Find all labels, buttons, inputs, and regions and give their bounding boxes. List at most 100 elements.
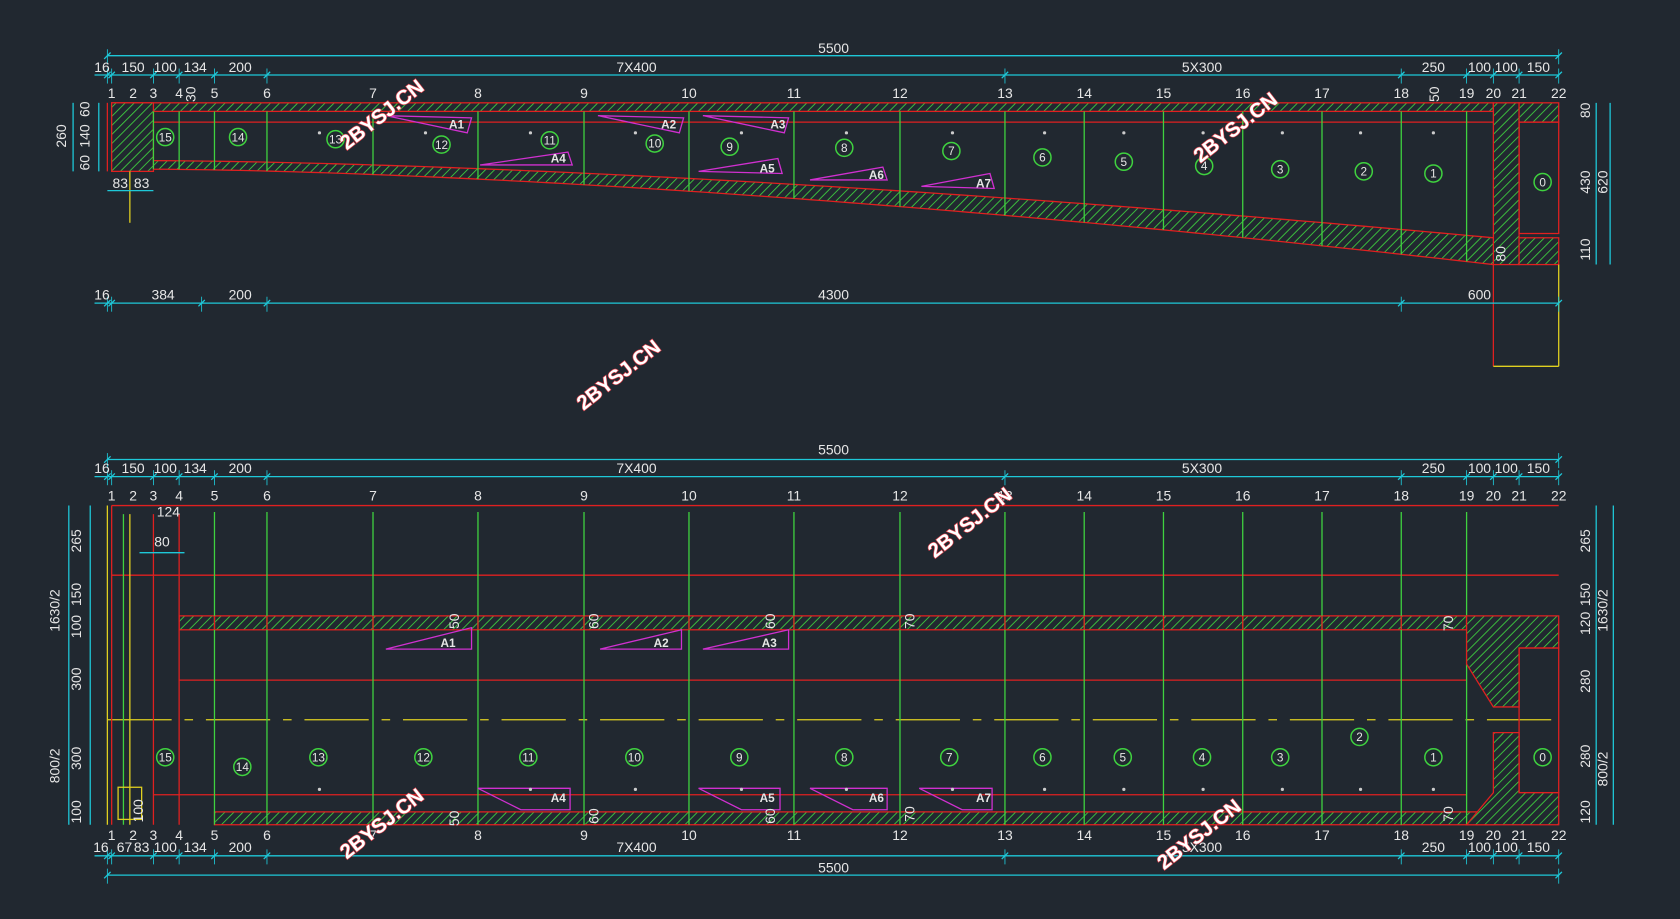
station-label: 12 [892, 488, 908, 504]
bolt-hole [1042, 131, 1047, 135]
cell-number: 14 [236, 761, 250, 774]
dimension-label: 83 [134, 175, 150, 191]
bolt-hole [317, 131, 322, 135]
cell-marker [1533, 172, 1552, 192]
end-block [1492, 102, 1520, 266]
station-label: 6 [263, 827, 271, 843]
cell-number: 6 [1039, 751, 1046, 764]
bolt-hole [1122, 787, 1126, 792]
stiffener-plate [385, 626, 473, 650]
cell-marker [1033, 148, 1052, 167]
dimension-label: 60 [77, 155, 93, 171]
dimension-label: 250 [1422, 460, 1445, 476]
station-label: 14 [1076, 827, 1092, 843]
cell-number: 0 [1539, 751, 1546, 764]
station-label: 16 [1235, 827, 1251, 843]
dimension-label: 100 [1495, 59, 1518, 75]
end-block [1518, 102, 1560, 123]
dimension-label: 70 [901, 806, 917, 822]
station-label: 5 [211, 827, 219, 843]
bolt-hole [1042, 787, 1047, 792]
station-label: 10 [681, 488, 697, 504]
cell-marker [834, 747, 854, 767]
dimension-label: 134 [184, 59, 207, 75]
cell-number: 3 [1277, 751, 1284, 764]
cell-number: 7 [948, 145, 955, 158]
dimension-label: 50 [446, 810, 462, 826]
cell-marker [326, 129, 345, 149]
station-label: 8 [474, 488, 482, 504]
station-label: 16 [1235, 488, 1251, 504]
dimension-label: 100 [1495, 839, 1518, 855]
cell-marker [1350, 727, 1369, 747]
stiffener-label: A5 [760, 792, 775, 805]
stiffener-label: A4 [551, 792, 566, 805]
stiffener-label: A3 [770, 118, 785, 131]
dimension-label: 120 [1577, 612, 1593, 635]
cell-number: 0 [1539, 176, 1546, 189]
station-label: 22 [1551, 488, 1567, 504]
dimension-label: 5X300 [1182, 59, 1222, 75]
dimension-label: 100 [1495, 460, 1518, 476]
station-label: 18 [1394, 85, 1410, 101]
station-label: 19 [1459, 488, 1475, 504]
dimension-label: 300 [68, 667, 84, 690]
stiffener-label: A7 [976, 792, 991, 805]
dimension-label: 150 [1577, 583, 1593, 606]
dimension-label: 7X400 [616, 59, 656, 75]
station-label: 20 [1486, 85, 1502, 101]
dimension-label: 150 [1527, 460, 1550, 476]
station-label: 7 [369, 488, 377, 504]
stiffener-label: A3 [762, 637, 777, 650]
dimension-label: 1630/2 [47, 589, 63, 632]
station-label: 22 [1551, 827, 1567, 843]
station-label: 7 [369, 827, 377, 843]
cell-number: 1 [1430, 168, 1437, 181]
stiffener-plate [809, 787, 888, 811]
stiffener-plate [385, 115, 473, 134]
dimension-label: 384 [151, 286, 174, 302]
dimension-label: 100 [154, 59, 177, 75]
station-label: 19 [1459, 85, 1475, 101]
cell-number: 3 [1277, 163, 1284, 176]
dimension-label: 150 [1527, 59, 1550, 75]
bolt-hole [1358, 131, 1363, 135]
dimension-label: 50 [1426, 86, 1442, 102]
dimension-label: 250 [1422, 59, 1445, 75]
end-block [1465, 615, 1560, 708]
bolt-hole [739, 787, 744, 792]
dimension-label: 60 [77, 101, 93, 117]
station-label: 10 [681, 827, 697, 843]
dimension-label: 70 [901, 613, 917, 629]
bolt-hole [950, 787, 955, 792]
stiffener-plate [698, 157, 784, 175]
dimension-label: 200 [229, 839, 252, 855]
stiffener-plate [702, 629, 790, 650]
cell-number: 9 [736, 751, 743, 764]
station-label: 5 [211, 85, 219, 101]
station-label: 15 [1156, 85, 1172, 101]
end-block [1518, 237, 1560, 266]
cell-marker [432, 135, 451, 154]
dimension-label: 140 [77, 124, 93, 147]
station-label: 4 [175, 827, 183, 843]
stiffener-label: A6 [869, 792, 884, 805]
dimension-label: 60 [762, 613, 778, 629]
dimension-label: 800/2 [1594, 751, 1610, 786]
bolt-hole [1280, 787, 1284, 792]
dimension-label: 1630/2 [1594, 589, 1610, 632]
station-label: 9 [580, 827, 588, 843]
watermark: 2BYSJ.CN [573, 336, 665, 415]
station-label: 13 [997, 85, 1013, 101]
dimension-label: 83 [134, 839, 150, 855]
cell-marker [1424, 164, 1443, 183]
cell-number: 12 [417, 751, 430, 764]
cell-marker [834, 138, 854, 158]
stiffener-label: A7 [976, 177, 991, 190]
cell-marker [1113, 747, 1133, 767]
bolt-hole [528, 131, 533, 135]
bolt-hole [1201, 787, 1205, 792]
dimension-label: 16 [94, 59, 110, 75]
stiffener-plate [702, 115, 790, 134]
end-block [1465, 731, 1560, 826]
